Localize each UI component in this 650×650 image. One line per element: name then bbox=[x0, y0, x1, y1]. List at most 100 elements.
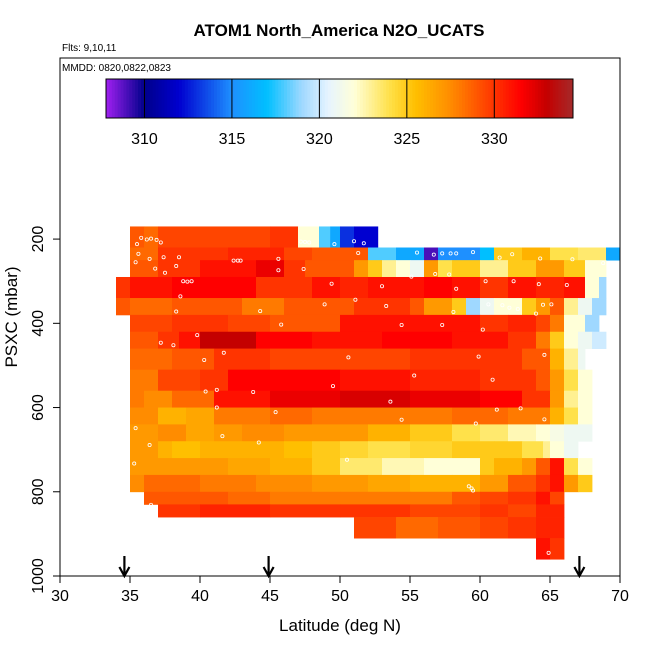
colorbar-segment bbox=[289, 79, 294, 118]
heatmap-cell bbox=[480, 504, 509, 518]
colorbar-segment bbox=[429, 79, 434, 118]
heatmap-cell bbox=[200, 331, 257, 349]
heatmap-cell bbox=[480, 298, 495, 316]
colorbar-segment bbox=[339, 79, 343, 118]
colorbar-segment bbox=[196, 79, 200, 118]
heatmap-cell bbox=[522, 247, 551, 261]
heatmap-cell bbox=[340, 369, 411, 392]
sample-point bbox=[451, 309, 456, 314]
heatmap-cell bbox=[508, 491, 537, 505]
heatmap-cell bbox=[256, 276, 313, 299]
colorbar-segment bbox=[249, 79, 253, 118]
heatmap-cell bbox=[480, 424, 509, 442]
sample-point bbox=[332, 242, 337, 247]
heatmap-cell bbox=[228, 247, 285, 261]
heatmap-cell bbox=[480, 247, 495, 261]
heatmap-cell bbox=[270, 226, 299, 248]
heatmap-cell bbox=[550, 331, 565, 349]
sample-point bbox=[134, 242, 139, 247]
sample-point bbox=[601, 261, 606, 266]
heatmap-cell bbox=[564, 314, 586, 333]
heatmap-cell bbox=[564, 390, 579, 408]
sample-point bbox=[171, 343, 176, 348]
sample-point bbox=[322, 302, 327, 307]
sample-point bbox=[480, 327, 485, 332]
heatmap-cell bbox=[564, 276, 586, 299]
heatmap-cell bbox=[480, 260, 509, 278]
heatmap-cell bbox=[270, 314, 341, 333]
heatmap-cell bbox=[578, 348, 586, 371]
colorbar-segment bbox=[152, 79, 157, 118]
heatmap-cell bbox=[480, 390, 523, 408]
colorbar-segment bbox=[377, 79, 381, 118]
heatmap-cell bbox=[368, 276, 425, 299]
heatmap-cell bbox=[508, 260, 537, 278]
heatmap-cell bbox=[340, 441, 369, 459]
heatmap-cell bbox=[340, 226, 355, 248]
heatmap-cell bbox=[144, 458, 173, 476]
sample-point bbox=[440, 251, 445, 256]
colorbar-segment bbox=[284, 79, 288, 118]
colorbar-segment bbox=[111, 79, 116, 118]
colorbar-tick-label: 330 bbox=[481, 131, 508, 148]
heatmap-cell bbox=[522, 458, 537, 476]
heatmap-cell bbox=[340, 504, 411, 518]
heatmap-cell bbox=[424, 458, 467, 476]
heatmap-cell bbox=[438, 260, 453, 278]
colorbar-segment bbox=[301, 79, 305, 118]
heatmap-cell bbox=[550, 424, 565, 442]
colorbar-segment bbox=[532, 79, 536, 118]
sample-point bbox=[384, 304, 389, 309]
y-tick-label: 1000 bbox=[30, 558, 47, 594]
heatmap-cell bbox=[186, 407, 215, 425]
heatmap-cell bbox=[256, 474, 313, 493]
x-tick-label: 45 bbox=[261, 588, 279, 605]
heatmap-cell bbox=[228, 458, 271, 476]
colorbar-segment bbox=[537, 79, 542, 118]
sample-point bbox=[256, 440, 261, 445]
colorbar-segment bbox=[374, 79, 378, 118]
sample-point bbox=[494, 407, 499, 412]
heatmap-cell bbox=[214, 390, 271, 408]
heatmap-cell bbox=[340, 491, 411, 505]
sample-point bbox=[185, 279, 190, 284]
heatmap-cell bbox=[494, 441, 523, 459]
colorbar-segment bbox=[462, 79, 466, 118]
x-tick-label: 70 bbox=[611, 588, 629, 605]
heatmap-cell bbox=[550, 298, 565, 316]
heatmap-cell bbox=[578, 298, 593, 316]
colorbar-segment bbox=[106, 79, 110, 118]
heatmap-cell bbox=[312, 424, 369, 442]
sample-point bbox=[302, 240, 307, 245]
down-arrow-icon bbox=[262, 556, 275, 579]
sample-point bbox=[346, 355, 351, 360]
heatmap-cell bbox=[214, 348, 271, 371]
colorbar-segment bbox=[231, 79, 235, 118]
heatmap-cell bbox=[424, 276, 453, 299]
sample-point bbox=[133, 426, 138, 431]
sample-point bbox=[361, 241, 366, 246]
sample-point bbox=[399, 417, 404, 422]
colorbar-segment bbox=[502, 79, 507, 118]
heatmap-cell bbox=[564, 369, 579, 392]
heatmap-cell bbox=[200, 369, 229, 392]
sample-point bbox=[388, 399, 393, 404]
down-arrow-icon bbox=[573, 556, 586, 579]
sample-point bbox=[542, 417, 547, 422]
colorbar-segment bbox=[260, 79, 265, 118]
heatmap-cell bbox=[410, 298, 425, 316]
heatmap-cell bbox=[354, 226, 379, 248]
heatmap-cell bbox=[396, 517, 439, 539]
colorbar-segment bbox=[190, 79, 195, 118]
heatmap-cell bbox=[438, 517, 481, 539]
colorbar-segment bbox=[225, 79, 230, 118]
sample-point bbox=[542, 352, 547, 357]
colorbar-segment bbox=[470, 79, 475, 118]
colorbar-segment bbox=[441, 79, 446, 118]
heatmap-cell bbox=[130, 458, 145, 476]
heatmap-cell bbox=[340, 458, 383, 476]
colorbar-segment bbox=[129, 79, 133, 118]
sample-points bbox=[125, 235, 606, 555]
colorbar-segment bbox=[327, 79, 332, 118]
sample-point bbox=[158, 240, 163, 245]
